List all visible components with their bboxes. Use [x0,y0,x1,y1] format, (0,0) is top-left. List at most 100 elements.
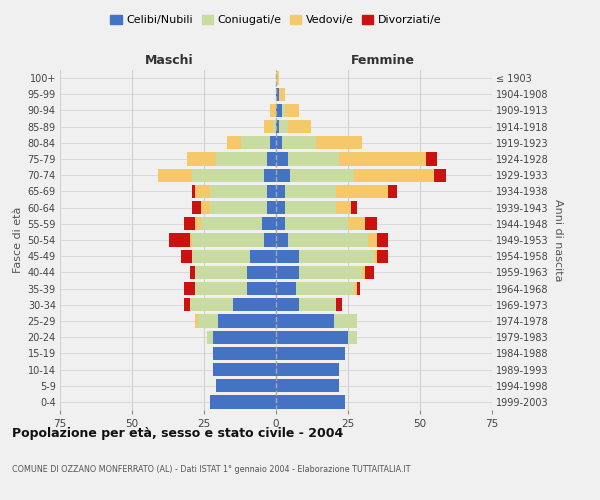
Bar [247,266,276,279]
Bar [354,282,356,295]
Bar [184,282,196,295]
Bar [190,298,233,312]
Bar [276,330,348,344]
Bar [276,72,279,85]
Bar [273,120,276,134]
Bar [348,330,356,344]
Bar [250,250,276,263]
Bar [210,201,268,214]
Bar [276,201,284,214]
Bar [279,120,287,134]
Bar [181,250,193,263]
Bar [184,298,190,312]
Bar [388,185,397,198]
Bar [276,298,299,312]
Bar [265,120,273,134]
Bar [265,168,276,182]
Bar [212,346,276,360]
Bar [282,136,316,149]
Bar [377,234,388,246]
Bar [434,168,446,182]
Bar [196,282,247,295]
Bar [215,152,268,166]
Bar [268,152,276,166]
Bar [287,120,311,134]
Bar [276,185,284,198]
Y-axis label: Anni di nascita: Anni di nascita [553,198,563,281]
Bar [362,266,365,279]
Bar [218,314,276,328]
Bar [276,250,299,263]
Bar [276,88,279,101]
Text: Popolazione per età, sesso e stato civile - 2004: Popolazione per età, sesso e stato civil… [12,428,343,440]
Bar [354,168,434,182]
Bar [190,234,193,246]
Bar [276,217,284,230]
Bar [196,217,201,230]
Bar [196,314,198,328]
Bar [270,136,276,149]
Bar [287,234,368,246]
Bar [276,314,334,328]
Bar [268,185,276,198]
Bar [169,234,190,246]
Bar [276,104,282,117]
Bar [276,379,340,392]
Bar [265,234,276,246]
Bar [337,185,388,198]
Bar [196,185,210,198]
Bar [276,396,345,408]
Bar [233,298,276,312]
Bar [193,250,250,263]
Bar [201,201,210,214]
Bar [284,217,348,230]
Bar [276,346,345,360]
Bar [340,152,426,166]
Y-axis label: Fasce di età: Fasce di età [13,207,23,273]
Bar [351,201,356,214]
Bar [276,363,340,376]
Bar [270,104,276,117]
Bar [201,217,262,230]
Bar [284,185,337,198]
Bar [193,185,196,198]
Bar [198,314,218,328]
Bar [276,136,282,149]
Bar [296,282,354,295]
Bar [426,152,437,166]
Bar [334,314,356,328]
Bar [365,217,377,230]
Bar [158,168,193,182]
Bar [212,363,276,376]
Bar [210,396,276,408]
Text: COMUNE DI OZZANO MONFERRATO (AL) - Dati ISTAT 1° gennaio 2004 - Elaborazione TUT: COMUNE DI OZZANO MONFERRATO (AL) - Dati … [12,466,410,474]
Bar [227,136,241,149]
Bar [193,168,265,182]
Bar [282,104,284,117]
Bar [316,136,362,149]
Bar [196,266,247,279]
Bar [287,152,340,166]
Bar [365,266,374,279]
Bar [284,201,337,214]
Bar [193,234,265,246]
Legend: Celibi/Nubili, Coniugati/e, Vedovi/e, Divorziati/e: Celibi/Nubili, Coniugati/e, Vedovi/e, Di… [106,10,446,30]
Bar [377,250,388,263]
Bar [276,266,299,279]
Bar [241,136,270,149]
Bar [276,234,287,246]
Text: Maschi: Maschi [145,54,194,67]
Bar [212,330,276,344]
Bar [262,217,276,230]
Bar [356,282,359,295]
Bar [337,298,342,312]
Bar [190,266,196,279]
Bar [210,185,268,198]
Bar [187,152,215,166]
Bar [268,201,276,214]
Bar [215,379,276,392]
Bar [207,330,212,344]
Bar [276,120,279,134]
Bar [279,88,284,101]
Bar [276,152,287,166]
